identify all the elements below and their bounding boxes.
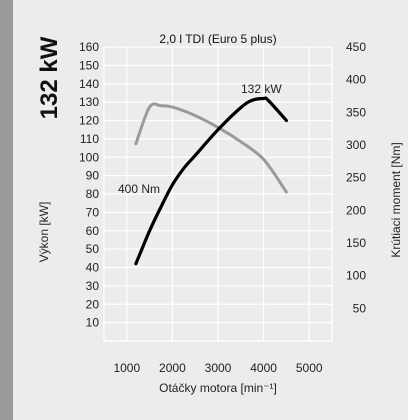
- y-tick-label-left: 130: [79, 95, 99, 109]
- power-line: [134, 96, 288, 266]
- y-tick-label-right: 450: [346, 40, 366, 54]
- y-tick-label-left: 80: [86, 187, 100, 201]
- y-tick-label-left: 160: [79, 40, 99, 54]
- y-tick-label-left: 30: [86, 279, 100, 293]
- y-tick-label-left: 10: [86, 316, 100, 330]
- y-tick-label-left: 90: [86, 169, 100, 183]
- left-accent-bar: [0, 0, 13, 420]
- y-axis-right-label: Krútiaci moment [Nm]: [389, 142, 403, 257]
- x-axis-label: Otáčky motora [min⁻¹]: [159, 381, 277, 395]
- y-tick-label-right: 150: [346, 236, 366, 250]
- y-tick-label-left: 50: [86, 242, 100, 256]
- y-tick-label-left: 110: [80, 132, 99, 146]
- y-tick-label-right: 50: [353, 301, 367, 315]
- power-series-label: 132 kW: [241, 82, 282, 96]
- x-tick-label: 1000: [113, 361, 140, 375]
- x-ticks: 1000 2000 3000 4000 5000: [113, 361, 322, 375]
- torque-line: [134, 102, 288, 194]
- grid: [103, 46, 333, 342]
- y-tick-label-right: 100: [346, 269, 366, 283]
- y-tick-label-right: 400: [346, 73, 366, 87]
- y-tick-label-right: 300: [346, 138, 366, 152]
- y-tick-label-left: 150: [79, 58, 99, 72]
- y-tick-label-left: 20: [86, 297, 100, 311]
- x-tick-label: 2000: [159, 361, 186, 375]
- y-tick-label-left: 40: [86, 261, 100, 275]
- x-tick-label: 3000: [205, 361, 232, 375]
- y-tick-label-left: 120: [79, 114, 99, 128]
- y-tick-label-left: 100: [79, 150, 99, 164]
- y-tick-label-right: 350: [346, 105, 366, 119]
- chart-title: 2,0 l TDI (Euro 5 plus): [159, 32, 276, 46]
- max-power-label: 132 kW: [36, 36, 63, 119]
- y-tick-label-left: 140: [79, 77, 99, 91]
- y-ticks-left: 10 20 30 40 50 60 70 80 90 100 110 120 130 140 150 160: [79, 40, 99, 330]
- y-tick-label-right: 200: [346, 203, 366, 217]
- y-tick-label-left: 60: [86, 224, 100, 238]
- torque-series-label: 400 Nm: [118, 182, 160, 196]
- y-tick-label-right: 250: [346, 171, 366, 185]
- y-axis-left-label: Výkon [kW]: [37, 202, 51, 263]
- y-ticks-right: 50 100 150 200 250 300 350 400 450: [346, 40, 366, 315]
- y-tick-label-left: 70: [86, 205, 100, 219]
- x-tick-label: 5000: [296, 361, 323, 375]
- x-tick-label: 4000: [250, 361, 277, 375]
- series-group: [134, 96, 288, 266]
